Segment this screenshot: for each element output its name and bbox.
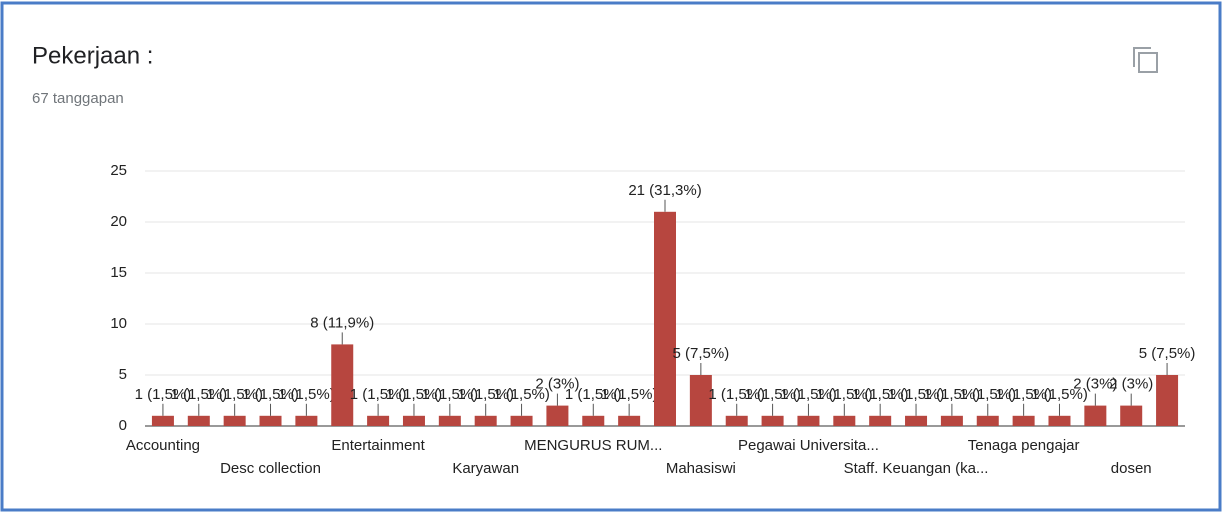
data-label: 1 (1,5%)	[816, 386, 873, 403]
x-tick-label: dosen	[1111, 460, 1152, 477]
y-tick-label: 20	[110, 213, 127, 230]
data-label: 2 (3%)	[1109, 376, 1153, 393]
data-label: 1 (1,5%)	[135, 386, 192, 403]
bar	[295, 415, 318, 426]
bar	[223, 415, 246, 426]
copy-icon[interactable]	[1133, 47, 1158, 73]
data-label: 1 (1,5%)	[457, 386, 514, 403]
data-label: 1 (1,5%)	[708, 386, 765, 403]
data-label: 1 (1,5%)	[278, 386, 335, 403]
x-tick-label: Staff. Keuangan (ka...	[844, 460, 989, 477]
bar	[331, 344, 354, 426]
data-label: 1 (1,5%)	[565, 386, 622, 403]
bar	[474, 415, 497, 426]
bar	[905, 415, 928, 426]
x-tick-label: Mahasiswi	[666, 460, 736, 477]
x-tick-label: MENGURUS RUM...	[524, 437, 662, 454]
data-label: 1 (1,5%)	[242, 386, 299, 403]
bar	[367, 415, 390, 426]
data-label: 1 (1,5%)	[924, 386, 981, 403]
bar	[151, 415, 174, 426]
data-label: 1 (1,5%)	[170, 386, 227, 403]
data-label: 5 (7,5%)	[1139, 345, 1196, 362]
data-label: 21 (31,3%)	[628, 182, 701, 199]
y-tick-label: 10	[110, 315, 127, 332]
bar	[725, 415, 748, 426]
y-tick-label: 5	[119, 366, 127, 383]
data-label: 1 (1,5%)	[1031, 386, 1088, 403]
bar	[618, 415, 641, 426]
bar	[259, 415, 282, 426]
bar	[582, 415, 605, 426]
bar	[654, 211, 676, 426]
data-label: 1 (1,5%)	[493, 386, 550, 403]
data-label: 1 (1,5%)	[995, 386, 1052, 403]
bar	[546, 405, 569, 426]
bar	[833, 415, 856, 426]
x-tick-label: Tenaga pengajar	[968, 437, 1080, 454]
chart-subtitle: 67 tanggapan	[32, 90, 124, 107]
data-label: 1 (1,5%)	[959, 386, 1016, 403]
y-tick-label: 15	[110, 264, 127, 281]
bar	[1156, 375, 1179, 426]
bar	[940, 415, 963, 426]
data-label: 1 (1,5%)	[421, 386, 478, 403]
data-label: 2 (3%)	[1073, 376, 1117, 393]
data-label: 1 (1,5%)	[780, 386, 837, 403]
y-tick-label: 0	[119, 417, 127, 434]
chart-title: Pekerjaan :	[32, 42, 153, 69]
data-label: 2 (3%)	[535, 376, 579, 393]
bar	[1048, 415, 1071, 426]
bar	[187, 415, 210, 426]
data-label: 5 (7,5%)	[673, 345, 730, 362]
data-label: 8 (11,9%)	[310, 314, 374, 331]
bar	[402, 415, 425, 426]
x-tick-label: Karyawan	[452, 460, 519, 477]
x-tick-label: Entertainment	[331, 437, 425, 454]
x-tick-label: Accounting	[126, 437, 200, 454]
bar	[510, 415, 533, 426]
data-label: 1 (1,5%)	[350, 386, 407, 403]
data-label: 1 (1,5%)	[744, 386, 801, 403]
bar	[1120, 405, 1143, 426]
data-label: 1 (1,5%)	[601, 386, 658, 403]
x-tick-label: Pegawai Universita...	[738, 437, 879, 454]
y-tick-label: 25	[110, 162, 127, 179]
bar	[689, 375, 712, 426]
data-label: 1 (1,5%)	[852, 386, 909, 403]
bar	[976, 415, 999, 426]
data-label: 1 (1,5%)	[386, 386, 443, 403]
bar	[1084, 405, 1107, 426]
x-tick-label: Desc collection	[220, 460, 321, 477]
data-label: 1 (1,5%)	[206, 386, 263, 403]
bar	[761, 415, 784, 426]
bar	[797, 415, 820, 426]
bar	[1012, 415, 1035, 426]
bar	[438, 415, 461, 426]
bar	[869, 415, 892, 426]
data-label: 1 (1,5%)	[888, 386, 945, 403]
